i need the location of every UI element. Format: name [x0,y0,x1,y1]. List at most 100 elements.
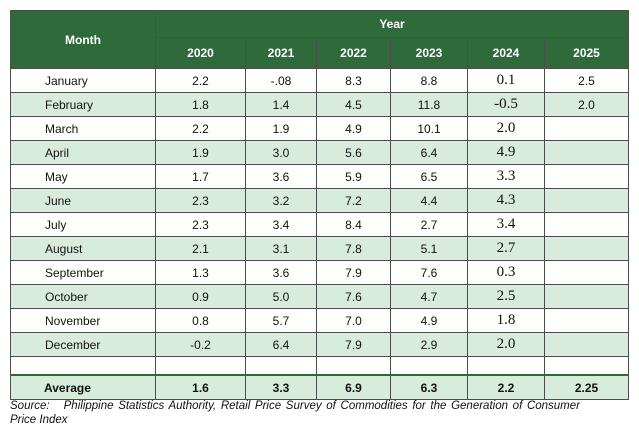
value-cell: 7.2 [316,188,391,213]
empty-cell [316,356,391,376]
value-cell: 4.9 [316,116,391,141]
value-cell: 7.9 [316,260,391,285]
value-cell: 3.0 [245,140,317,165]
value-cell: 0.8 [155,308,246,333]
value-cell: -.08 [245,68,317,93]
value-cell: 3.3 [467,164,545,189]
source-label: Source: [10,400,50,412]
value-cell: 4.9 [390,308,468,333]
average-cell: 6.3 [390,374,468,400]
value-cell: 1.8 [155,92,246,117]
empty-cell [543,284,630,309]
month-cell: February [10,92,156,117]
source-text: Philippine Statistics Authority, Retail … [10,400,580,426]
empty-cell [390,356,468,376]
value-cell: 8.8 [390,68,468,93]
source-note: Source: Philippine Statistics Authority, … [10,399,580,427]
value-cell: 2.5 [543,68,630,93]
value-cell: -0.5 [467,92,545,117]
year-header: 2024 [467,37,545,69]
empty-cell [245,356,317,376]
table-row: April 1.9 3.0 5.6 6.4 4.9 [10,140,630,165]
value-cell: 0.1 [467,68,545,93]
month-cell: May [10,164,156,189]
average-row: Average 1.6 3.3 6.9 6.3 2.2 2.25 [10,374,630,400]
year-header: 2020 [155,37,246,69]
value-cell: 6.5 [390,164,468,189]
empty-cell [543,116,630,141]
value-cell: 6.4 [245,332,317,357]
value-cell: 0.3 [467,260,545,285]
table-row: January 2.2 -.08 8.3 8.8 0.1 2.5 [10,68,630,93]
value-cell: 1.9 [155,140,246,165]
value-cell: 1.3 [155,260,246,285]
value-cell: 2.0 [543,92,630,117]
month-cell: November [10,308,156,333]
value-cell: 1.9 [245,116,317,141]
month-cell: April [10,140,156,165]
value-cell: 7.0 [316,308,391,333]
value-cell: 5.0 [245,284,317,309]
average-cell: 2.25 [543,374,630,400]
month-header: Month [10,10,156,69]
value-cell: 3.4 [467,212,545,237]
value-cell: 7.8 [316,236,391,261]
value-cell: 4.3 [467,188,545,213]
value-cell: 4.4 [390,188,468,213]
value-cell: 5.7 [245,308,317,333]
month-cell: January [10,68,156,93]
value-cell: 7.6 [316,284,391,309]
empty-cell [543,308,630,333]
empty-cell [543,332,630,357]
value-cell: 1.4 [245,92,317,117]
year-group-header: Year [154,10,630,38]
average-cell: 3.3 [245,374,317,400]
year-header: 2023 [390,37,468,69]
empty-cell [155,356,246,376]
value-cell: 2.5 [467,284,545,309]
value-cell: 3.4 [245,212,317,237]
empty-cell [467,356,545,376]
value-cell: 3.1 [245,236,317,261]
month-cell: September [10,260,156,285]
value-cell: 2.3 [155,212,246,237]
month-cell: July [10,212,156,237]
value-cell: 2.2 [155,68,246,93]
value-cell: 2.1 [155,236,246,261]
value-cell: -0.2 [155,332,246,357]
empty-cell [543,236,630,261]
table-row: June 2.3 3.2 7.2 4.4 4.3 [10,188,630,213]
value-cell: 2.9 [390,332,468,357]
value-cell: 4.7 [390,284,468,309]
table-row: July 2.3 3.4 8.4 2.7 3.4 [10,212,630,237]
table-row: December -0.2 6.4 7.9 2.9 2.0 [10,332,630,357]
value-cell: 2.7 [390,212,468,237]
table-row: November 0.8 5.7 7.0 4.9 1.8 [10,308,630,333]
average-cell: 1.6 [155,374,246,400]
average-label: Average [10,374,156,400]
empty-cell [543,212,630,237]
table-row: October 0.9 5.0 7.6 4.7 2.5 [10,284,630,309]
table-row: March 2.2 1.9 4.9 10.1 2.0 [10,116,630,141]
empty-cell [543,164,630,189]
cpi-table: Month Year 2020 2021 2022 2023 2024 2025 Janu… [10,10,630,400]
empty-cell [543,260,630,285]
average-cell: 2.2 [467,374,545,400]
value-cell: 7.9 [316,332,391,357]
value-cell: 5.1 [390,236,468,261]
value-cell: 2.7 [467,236,545,261]
value-cell: 2.3 [155,188,246,213]
month-cell: December [10,332,156,357]
value-cell: 3.2 [245,188,317,213]
month-cell: August [10,236,156,261]
table-row: September 1.3 3.6 7.9 7.6 0.3 [10,260,630,285]
value-cell: 8.3 [316,68,391,93]
value-cell: 10.1 [390,116,468,141]
year-header: 2021 [245,37,317,69]
value-cell: 5.6 [316,140,391,165]
value-cell: 4.9 [467,140,545,165]
value-cell: 3.6 [245,164,317,189]
average-cell: 6.9 [316,374,391,400]
year-header: 2025 [543,37,630,69]
